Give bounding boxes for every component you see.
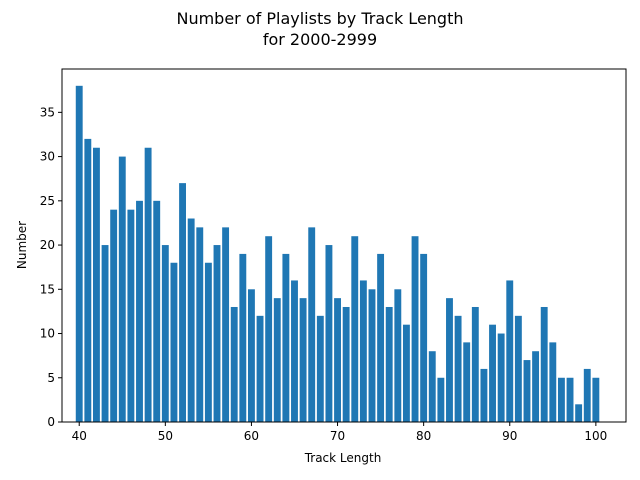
bar bbox=[471, 306, 479, 422]
x-tick-label: 60 bbox=[244, 429, 259, 443]
bar bbox=[282, 253, 290, 422]
bar bbox=[92, 147, 100, 422]
bar bbox=[170, 262, 178, 422]
bar bbox=[497, 333, 505, 422]
bar bbox=[204, 262, 212, 422]
chart-title-line-2: for 2000-2999 bbox=[263, 30, 377, 49]
bar bbox=[592, 377, 600, 422]
bar bbox=[428, 351, 436, 422]
y-tick-label: 35 bbox=[40, 105, 55, 119]
bar bbox=[334, 298, 341, 422]
bar bbox=[273, 298, 281, 422]
y-tick-label: 30 bbox=[40, 150, 55, 164]
bar bbox=[118, 156, 126, 422]
bar bbox=[583, 368, 591, 422]
x-tick-label: 70 bbox=[330, 429, 345, 443]
y-tick-label: 25 bbox=[40, 194, 55, 208]
bar bbox=[256, 315, 264, 422]
bar bbox=[247, 289, 255, 422]
bar bbox=[523, 360, 531, 422]
bar bbox=[532, 351, 540, 422]
bar bbox=[153, 200, 161, 422]
chart-title: Number of Playlists by Track Length for … bbox=[176, 9, 463, 49]
x-tick-label: 40 bbox=[72, 429, 87, 443]
bar bbox=[463, 342, 471, 422]
bar bbox=[308, 227, 316, 422]
y-tick-label: 0 bbox=[47, 415, 55, 429]
bar bbox=[84, 138, 92, 423]
bar bbox=[454, 315, 462, 422]
bar bbox=[213, 245, 221, 422]
bar bbox=[291, 280, 298, 422]
bar bbox=[325, 245, 333, 422]
bar bbox=[557, 377, 565, 422]
bar bbox=[368, 289, 376, 422]
y-tick-label: 10 bbox=[40, 327, 55, 341]
bar bbox=[411, 236, 419, 422]
bar bbox=[385, 306, 393, 422]
y-axis-label: Number bbox=[15, 221, 29, 269]
bar bbox=[222, 227, 230, 422]
bar bbox=[549, 342, 557, 422]
bar bbox=[127, 209, 135, 422]
x-axis-label: Track Length bbox=[304, 451, 382, 465]
bar bbox=[136, 200, 143, 422]
bar bbox=[420, 253, 428, 422]
bar bbox=[540, 306, 548, 422]
chart-title-line-1: Number of Playlists by Track Length bbox=[176, 9, 463, 28]
bar bbox=[101, 245, 109, 422]
bar bbox=[402, 324, 410, 422]
bar bbox=[480, 368, 488, 422]
plot-frame bbox=[61, 68, 627, 423]
bar bbox=[187, 218, 195, 422]
bar bbox=[342, 306, 350, 422]
bar bbox=[566, 377, 574, 422]
bar bbox=[265, 236, 273, 422]
y-tick-label: 15 bbox=[40, 282, 55, 296]
x-axis-ticks: 40 50 60 70 80 90 100 bbox=[72, 422, 607, 443]
bar bbox=[75, 85, 83, 423]
bar bbox=[514, 315, 522, 422]
x-tick-label: 50 bbox=[158, 429, 173, 443]
x-tick-label: 90 bbox=[502, 429, 517, 443]
bar bbox=[179, 183, 186, 422]
bar bbox=[299, 298, 307, 422]
bar bbox=[489, 324, 496, 422]
bar bbox=[359, 280, 367, 422]
bar bbox=[230, 306, 238, 422]
bar bbox=[394, 289, 402, 422]
bar bbox=[316, 315, 324, 422]
bar bbox=[575, 404, 583, 422]
bar bbox=[110, 209, 118, 422]
x-tick-label: 100 bbox=[584, 429, 607, 443]
bar bbox=[239, 253, 247, 422]
bar bbox=[351, 236, 359, 422]
bar bbox=[506, 280, 514, 422]
y-axis-ticks: 0 5 10 15 20 25 30 35 bbox=[40, 105, 62, 429]
y-tick-label: 20 bbox=[40, 238, 55, 252]
bar bbox=[446, 298, 453, 422]
bar bbox=[196, 227, 204, 422]
bar bbox=[377, 253, 385, 422]
bar bbox=[437, 377, 445, 422]
bars-group bbox=[75, 85, 600, 423]
bar bbox=[161, 245, 169, 422]
x-tick-label: 80 bbox=[416, 429, 431, 443]
bar bbox=[144, 147, 152, 422]
y-tick-label: 5 bbox=[47, 371, 55, 385]
